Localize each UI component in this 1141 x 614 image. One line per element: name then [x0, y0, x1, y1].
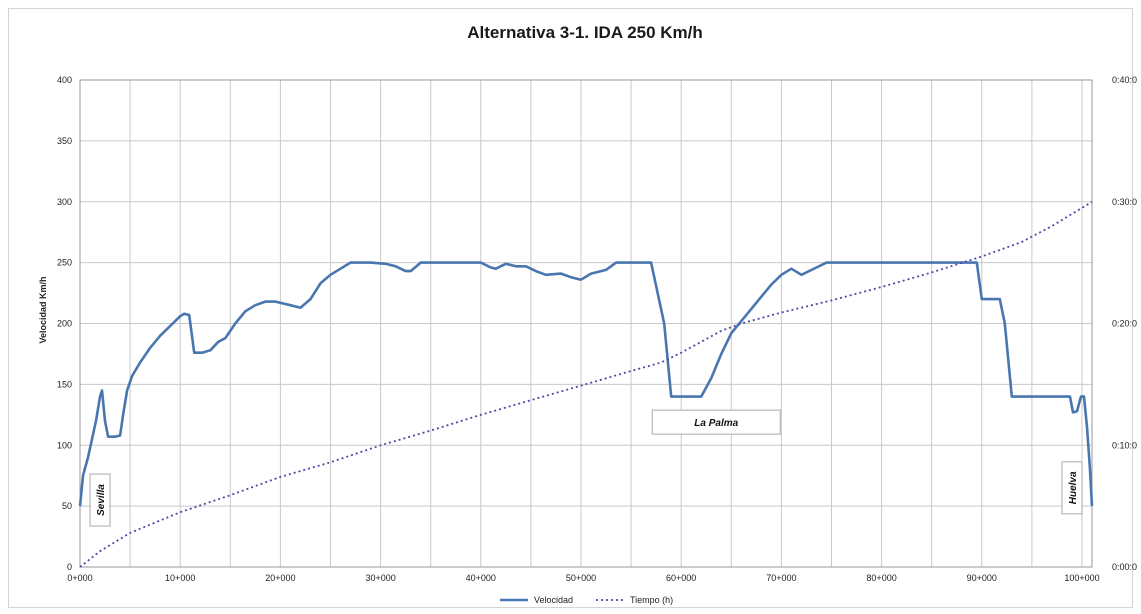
x-tick-label: 30+000: [365, 573, 395, 583]
x-tick-label: 100+000: [1064, 573, 1099, 583]
y2-tick-label: 0:00:0: [1112, 562, 1137, 572]
chart-title: Alternativa 3-1. IDA 250 Km/h: [467, 23, 703, 42]
annotation-label: Huelva: [1068, 471, 1079, 504]
y-tick-label: 100: [57, 440, 72, 450]
y2-tick-label: 0:30:0: [1112, 197, 1137, 207]
y2-tick-label: 0:20:0: [1112, 319, 1137, 329]
x-tick-label: 80+000: [866, 573, 896, 583]
x-tick-label: 50+000: [566, 573, 596, 583]
annotation-box: [651, 409, 781, 435]
y-tick-label: 0: [67, 562, 72, 572]
y-axis-label: Velocidad Km/h: [38, 276, 48, 343]
legend: Velocidad Tiempo (h): [500, 595, 673, 605]
y2-tick-label: 0:10:0: [1112, 440, 1137, 450]
plot-area: [79, 79, 1093, 568]
x-tick-label: 10+000: [165, 573, 195, 583]
annotations: Sevilla La Palma Huelva: [89, 409, 1083, 527]
x-tick-label: 70+000: [766, 573, 796, 583]
y-tick-label: 200: [57, 319, 72, 329]
y-tick-label: 300: [57, 197, 72, 207]
x-tick-label: 40+000: [466, 573, 496, 583]
legend-label: Velocidad: [534, 595, 573, 605]
y-tick-label: 50: [62, 501, 72, 511]
x-tick-label: 20+000: [265, 573, 295, 583]
annotation-label: Sevilla: [96, 484, 107, 516]
annotation-label: La Palma: [694, 418, 738, 429]
y-tick-label: 250: [57, 258, 72, 268]
legend-label: Tiempo (h): [630, 595, 673, 605]
grid: [79, 79, 1092, 568]
y-tick-label: 350: [57, 136, 72, 146]
series-tiempo-line: [79, 201, 1093, 568]
series-velocidad-line: [78, 261, 1094, 507]
axes: 0+000 10+000 20+000 30+000 40+000 50+000 60+00…: [57, 75, 1137, 583]
annotation-box: [1061, 461, 1083, 515]
y-tick-label: 150: [57, 379, 72, 389]
chart-frame: [8, 8, 1133, 608]
series-layer: [78, 201, 1094, 568]
x-tick-label: 90+000: [967, 573, 997, 583]
x-tick-label: 60+000: [666, 573, 696, 583]
x-tick-label: 0+000: [67, 573, 92, 583]
y-tick-label: 400: [57, 75, 72, 85]
y2-tick-label: 0:40:0: [1112, 75, 1137, 85]
annotation-box: [89, 473, 111, 527]
